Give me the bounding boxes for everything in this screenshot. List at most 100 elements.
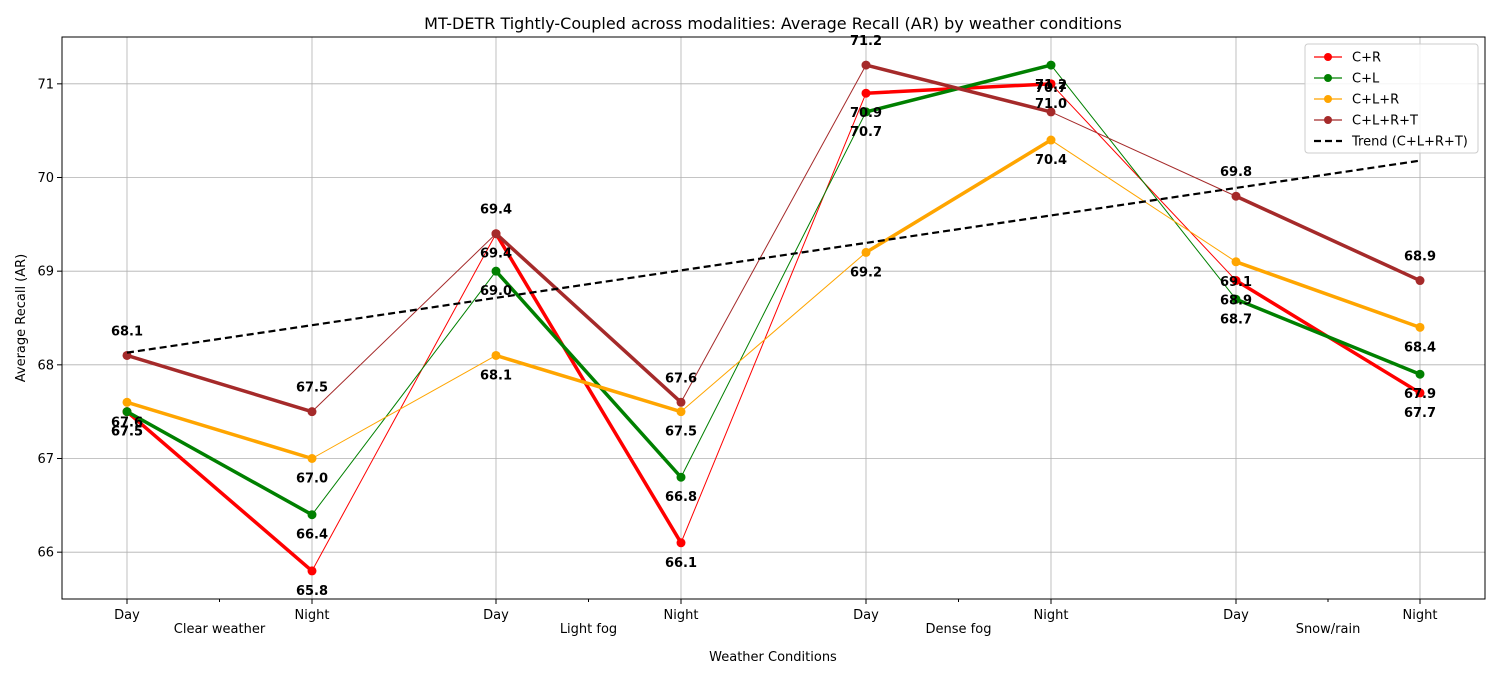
series-segment-C+L+R+T bbox=[125, 353, 314, 414]
data-label-C+R: 67.7 bbox=[1404, 406, 1436, 421]
y-ticks: 66 67 68 69 70 71 bbox=[37, 77, 62, 561]
data-label-C+L: 67.9 bbox=[1404, 387, 1436, 402]
series-segment-C+L+R bbox=[680, 251, 867, 413]
data-label-C+L+R: 69.1 bbox=[1220, 275, 1252, 290]
legend-marker bbox=[1324, 74, 1332, 82]
y-tick-label: 70 bbox=[37, 171, 54, 186]
x-tick-label: Night bbox=[295, 608, 330, 623]
data-label-C+L+R+T: 68.1 bbox=[111, 324, 143, 339]
legend-label: Trend (C+L+R+T) bbox=[1351, 135, 1468, 150]
data-label-C+R: 67.5 bbox=[111, 425, 143, 440]
data-point-C+L+R+T bbox=[1231, 191, 1241, 201]
y-axis-label: Average Recall (AR) bbox=[14, 254, 29, 383]
series-segment-C+L bbox=[1050, 64, 1237, 300]
y-tick-label: 67 bbox=[37, 452, 54, 467]
data-point-C+L bbox=[861, 107, 871, 117]
group-label: Snow/rain bbox=[1296, 622, 1361, 637]
x-tick-label: Day bbox=[853, 608, 879, 623]
data-point-C+L+R bbox=[676, 407, 686, 417]
series-segment-C+R bbox=[311, 233, 497, 572]
series-segment-C+L bbox=[125, 409, 314, 517]
legend-label: C+R bbox=[1352, 51, 1381, 66]
group-labels: Clear weather Light fog Dense fog Snow/rain bbox=[174, 622, 1361, 637]
y-tick-label: 69 bbox=[37, 265, 54, 280]
group-label: Clear weather bbox=[174, 622, 266, 637]
data-label-C+R: 68.9 bbox=[1220, 294, 1252, 309]
series-segment-C+L+R bbox=[494, 353, 683, 414]
data-point-C+L+R bbox=[307, 454, 317, 463]
trend-line-path bbox=[126, 159, 1421, 354]
data-point-C+R bbox=[307, 566, 317, 576]
data-label-C+R: 70.9 bbox=[850, 106, 882, 121]
data-point-C+L+R bbox=[1231, 257, 1241, 267]
data-point-C+L bbox=[1046, 60, 1056, 70]
data-point-C+L+R bbox=[1415, 322, 1425, 332]
data-label-C+L: 70.7 bbox=[850, 125, 882, 140]
series-segment-C+R bbox=[494, 231, 683, 545]
data-point-C+L+R bbox=[491, 350, 501, 360]
chart-title: MT-DETR Tightly-Coupled across modalitie… bbox=[424, 14, 1122, 33]
series-segment-C+L+R+T bbox=[494, 231, 683, 405]
data-label-C+R: 66.1 bbox=[665, 556, 697, 571]
series-segment-C+L+R+T bbox=[311, 233, 497, 413]
series-segment-C+R bbox=[680, 92, 867, 544]
series-segment-C+L bbox=[1234, 297, 1422, 376]
data-label-C+L+R: 67.0 bbox=[296, 472, 328, 487]
data-point-C+L+R bbox=[122, 397, 132, 407]
x-axis-label: Weather Conditions bbox=[709, 650, 837, 665]
data-point-C+L bbox=[676, 472, 686, 482]
data-point-C+L bbox=[307, 510, 317, 520]
data-label-C+R: 71.0 bbox=[1035, 97, 1067, 112]
data-label-C+L+R+T: 71.2 bbox=[850, 34, 882, 49]
data-label-C+R: 69.4 bbox=[480, 247, 512, 262]
series-segment-C+L+R+T bbox=[1234, 194, 1422, 283]
data-point-C+L+R+T bbox=[491, 229, 501, 239]
y-tick-label: 71 bbox=[37, 77, 54, 92]
series-segment-C+L+R bbox=[125, 400, 314, 461]
legend-marker bbox=[1324, 53, 1332, 61]
data-point-C+L+R+T bbox=[1415, 276, 1425, 286]
data-label-C+L+R+T: 69.4 bbox=[480, 203, 512, 218]
data-label-C+L+R+T: 67.6 bbox=[665, 371, 697, 386]
x-tick-label: Day bbox=[483, 608, 509, 623]
grid-lines bbox=[62, 37, 1485, 599]
data-label-C+L+R: 68.4 bbox=[1404, 340, 1436, 355]
data-label-C+L+R: 70.4 bbox=[1035, 153, 1067, 168]
series-segment-C+L+R+T bbox=[1050, 111, 1237, 197]
data-point-C+R bbox=[1231, 276, 1241, 286]
data-label-C+L+R: 67.6 bbox=[111, 415, 143, 430]
data-point-C+L+R+T bbox=[861, 60, 871, 70]
data-point-C+R bbox=[1415, 388, 1425, 398]
y-tick-label: 68 bbox=[37, 358, 54, 373]
legend-label: C+L+R bbox=[1352, 93, 1399, 108]
x-tick-label: Night bbox=[1403, 608, 1438, 623]
legend-label: C+L+R+T bbox=[1352, 114, 1418, 129]
data-point-C+L+R bbox=[1046, 135, 1056, 145]
data-point-C+L bbox=[122, 407, 132, 417]
data-point-C+L bbox=[491, 266, 501, 276]
data-point-C+R bbox=[1046, 79, 1056, 89]
x-tick-label: Day bbox=[114, 608, 140, 623]
data-point-C+L bbox=[1415, 369, 1425, 379]
x-tick-label: Night bbox=[1034, 608, 1069, 623]
data-label-C+L: 71.2 bbox=[1035, 78, 1067, 93]
data-point-C+L bbox=[1231, 294, 1241, 304]
series-segment-C+R bbox=[125, 409, 314, 573]
data-point-C+L+R+T bbox=[307, 407, 317, 417]
data-label-C+L+R: 69.2 bbox=[850, 265, 882, 280]
legend-label: C+L bbox=[1352, 72, 1380, 87]
series-segment-C+L+R bbox=[1234, 260, 1422, 330]
legend-marker bbox=[1324, 95, 1332, 103]
series-segment-C+L+R+T bbox=[680, 64, 867, 403]
plot-frame bbox=[61, 36, 1486, 600]
series-segment-C+L+R+T bbox=[864, 63, 1053, 114]
data-label-C+L+R+T: 70.7 bbox=[1035, 81, 1067, 96]
y-tick-label: 66 bbox=[37, 546, 54, 561]
data-label-C+R: 65.8 bbox=[296, 584, 328, 599]
group-label: Dense fog bbox=[926, 622, 992, 637]
series-segment-C+L bbox=[494, 269, 683, 479]
data-label-C+L+R+T: 68.9 bbox=[1404, 250, 1436, 265]
series-segment-C+L bbox=[680, 111, 867, 478]
legend-box bbox=[1304, 43, 1479, 154]
